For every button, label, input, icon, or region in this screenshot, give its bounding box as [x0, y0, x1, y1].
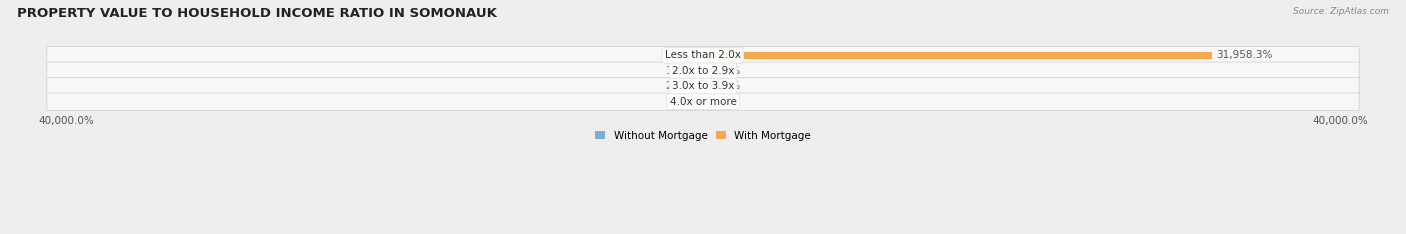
Text: 2.0x to 2.9x: 2.0x to 2.9x	[672, 66, 734, 76]
Text: 50.0%: 50.0%	[665, 51, 699, 60]
Legend: Without Mortgage, With Mortgage: Without Mortgage, With Mortgage	[595, 131, 811, 141]
Text: 26.3%: 26.3%	[665, 81, 699, 91]
Text: Less than 2.0x: Less than 2.0x	[665, 51, 741, 60]
Text: 10.8%: 10.8%	[666, 66, 699, 76]
FancyBboxPatch shape	[46, 47, 1360, 64]
Text: 26.9%: 26.9%	[707, 81, 741, 91]
Text: 3.0x to 3.9x: 3.0x to 3.9x	[672, 81, 734, 91]
Bar	[703, 52, 1212, 59]
FancyBboxPatch shape	[46, 62, 1360, 80]
Text: PROPERTY VALUE TO HOUSEHOLD INCOME RATIO IN SOMONAUK: PROPERTY VALUE TO HOUSEHOLD INCOME RATIO…	[17, 7, 496, 20]
FancyBboxPatch shape	[46, 77, 1360, 95]
FancyBboxPatch shape	[46, 93, 1360, 111]
Text: 31,958.3%: 31,958.3%	[1216, 51, 1272, 60]
Text: 9.7%: 9.7%	[707, 97, 734, 107]
Text: Source: ZipAtlas.com: Source: ZipAtlas.com	[1294, 7, 1389, 16]
Text: 43.8%: 43.8%	[707, 66, 741, 76]
Text: 4.0x or more: 4.0x or more	[669, 97, 737, 107]
Text: 11.9%: 11.9%	[666, 97, 699, 107]
